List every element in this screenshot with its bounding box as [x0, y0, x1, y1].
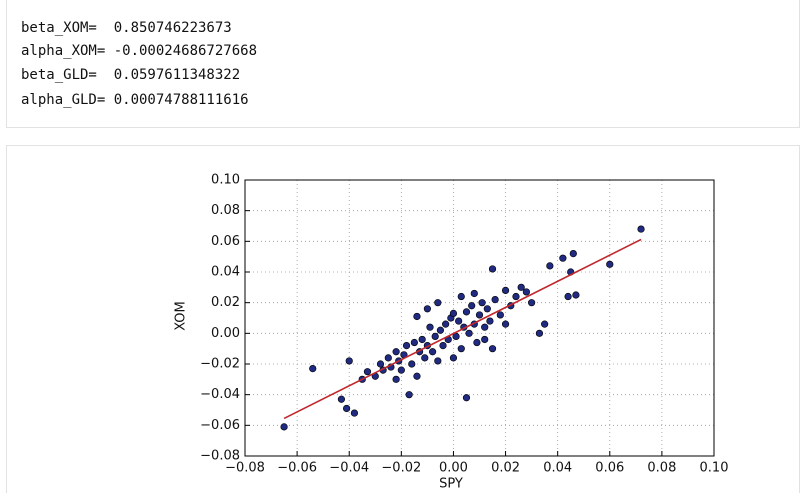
data-point — [384, 354, 392, 362]
data-point — [501, 320, 510, 328]
fit-line — [283, 238, 642, 420]
y-tick-label: 0.02 — [211, 295, 240, 310]
data-point — [491, 296, 499, 304]
data-point — [397, 366, 405, 374]
data-point — [434, 299, 442, 307]
data-point — [442, 320, 450, 328]
data-point — [569, 249, 577, 258]
x-tick-label: 0.08 — [647, 461, 676, 476]
data-point — [478, 299, 486, 307]
data-point — [345, 357, 353, 365]
x-tick-label: −0.08 — [225, 461, 265, 476]
data-point — [473, 338, 481, 347]
data-point — [449, 354, 458, 362]
x-tick-label: 0.02 — [491, 461, 520, 476]
data-point — [436, 326, 445, 334]
data-point — [434, 357, 442, 365]
data-point — [363, 368, 372, 376]
data-point — [468, 302, 476, 310]
data-point — [501, 286, 510, 294]
data-point — [522, 288, 531, 296]
y-tick-label: 0.06 — [211, 234, 240, 249]
data-point — [564, 292, 572, 301]
data-point — [449, 309, 458, 317]
data-point — [392, 375, 400, 383]
x-tick-label: 0.00 — [439, 461, 468, 476]
x-tick-label: 0.10 — [700, 461, 729, 476]
data-point — [546, 262, 554, 270]
data-point — [457, 292, 465, 301]
data-point — [457, 345, 465, 353]
x-tick-label: 0.04 — [543, 461, 572, 476]
data-point — [572, 291, 580, 299]
data-point — [481, 323, 489, 331]
data-point — [280, 423, 288, 431]
data-point — [405, 391, 413, 399]
y-axis-label: XOM — [174, 301, 189, 331]
data-point — [429, 348, 437, 356]
data-point — [309, 365, 317, 373]
x-tick-label: −0.04 — [329, 461, 369, 476]
data-point — [413, 312, 421, 321]
data-point — [431, 332, 439, 340]
y-tick-label: −0.02 — [200, 357, 240, 372]
data-point — [470, 289, 478, 298]
data-point — [392, 348, 400, 356]
data-point — [512, 292, 520, 301]
output-text: beta_XOM= 0.850746223673 alpha_XOM= -0.0… — [6, 0, 800, 128]
data-point — [337, 395, 346, 403]
y-tick-label: −0.08 — [200, 449, 240, 464]
data-point — [486, 317, 494, 325]
data-point — [343, 404, 351, 413]
output-line: alpha_GLD= 0.00074788111616 — [21, 92, 249, 108]
data-point — [350, 409, 359, 417]
data-point — [559, 254, 567, 262]
data-point — [462, 394, 471, 402]
y-tick-label: 0.04 — [211, 265, 240, 280]
data-point — [413, 372, 421, 380]
x-tick-label: −0.06 — [277, 461, 317, 476]
data-point — [475, 311, 484, 319]
data-point — [439, 342, 447, 350]
chart: SPY XOM −0.08 −0.06 −0.04 −0.02 0.00 0.02 0.04… — [174, 173, 729, 492]
data-point — [402, 342, 411, 350]
data-point — [637, 225, 645, 233]
data-point — [455, 317, 463, 325]
data-point — [488, 345, 497, 353]
data-point — [517, 283, 525, 291]
output-line: beta_GLD= 0.0597611348322 — [21, 67, 241, 83]
data-point — [496, 311, 504, 319]
data-point — [410, 338, 418, 347]
data-point — [606, 260, 614, 268]
data-point — [483, 305, 491, 313]
y-tick-label: 0.10 — [211, 173, 240, 188]
figure-output: SPY XOM −0.08 −0.06 −0.04 −0.02 0.00 0.02 0.04… — [6, 145, 800, 493]
output-line: beta_XOM= 0.850746223673 — [21, 20, 232, 36]
data-point — [421, 354, 429, 362]
data-point — [488, 265, 497, 273]
data-point — [535, 329, 544, 337]
data-point — [418, 335, 426, 344]
y-tick-label: 0.08 — [211, 203, 240, 218]
x-tick-label: −0.02 — [381, 461, 421, 476]
data-point — [481, 335, 489, 344]
y-tick-label: −0.06 — [200, 418, 240, 433]
data-point — [541, 320, 549, 328]
plot-frame — [244, 179, 715, 457]
data-point — [462, 308, 471, 316]
x-axis-label: SPY — [439, 477, 463, 492]
data-point — [426, 323, 434, 331]
y-tick-label: 0.00 — [211, 326, 240, 341]
data-point — [465, 329, 473, 337]
data-point — [376, 360, 385, 368]
data-point — [528, 299, 536, 307]
data-point — [408, 360, 416, 368]
data-point — [423, 305, 431, 313]
output-line: alpha_XOM= -0.00024686727668 — [21, 43, 258, 59]
x-tick-label: 0.06 — [595, 461, 624, 476]
y-tick-label: −0.04 — [200, 387, 240, 402]
